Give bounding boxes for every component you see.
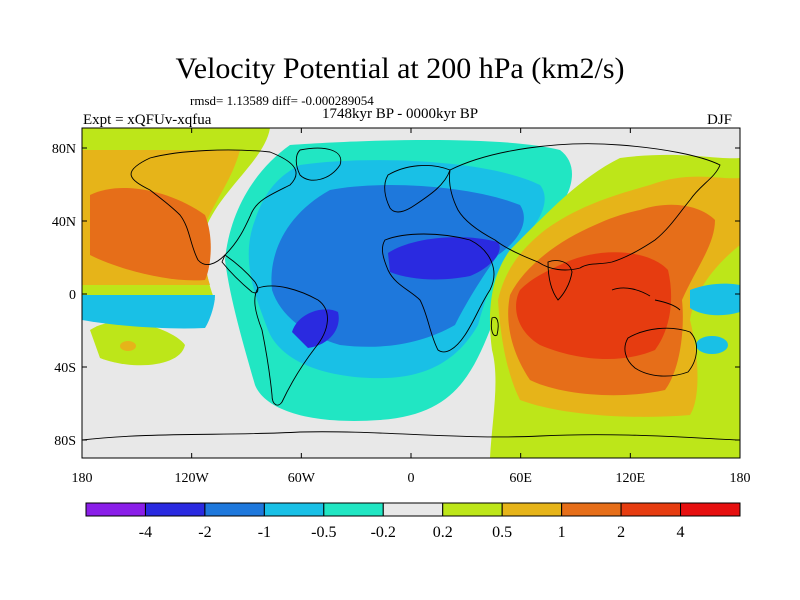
- colorbar-label: -1: [258, 524, 271, 541]
- colorbar-swatch: [561, 502, 622, 517]
- colorbar-swatch: [263, 502, 325, 517]
- colorbar-swatch: [620, 502, 682, 517]
- stats-text: rmsd= 1.13589 diff= -0.000289054: [190, 93, 374, 108]
- south-america-outline: [254, 285, 328, 406]
- india-outline: [547, 260, 573, 301]
- map-title: Velocity Potential at 200 hPa (km2/s): [175, 52, 625, 85]
- colorbar-label: -2: [198, 524, 211, 541]
- negative-core-africa: [388, 237, 500, 280]
- colorbar-label: 4: [677, 524, 685, 541]
- negative-band-west: [82, 295, 215, 329]
- positive-spot-sw: [120, 341, 136, 351]
- colorbar-swatch: [442, 502, 503, 517]
- y-tick-label: 0: [69, 288, 76, 303]
- africa-outline: [381, 233, 495, 353]
- colorbar-label: 0.5: [492, 524, 512, 541]
- colorbar-swatch: [382, 502, 444, 517]
- colorbar-swatch: [204, 502, 265, 517]
- colorbar-label: 1: [558, 524, 566, 541]
- coastlines: [82, 143, 740, 441]
- colorbar-swatch: [323, 502, 384, 517]
- contour-field: [82, 128, 740, 458]
- europe-outline: [384, 165, 451, 213]
- x-tick-label: 60W: [288, 471, 316, 486]
- north-america-outline: [130, 149, 297, 266]
- experiment-label: Expt = xQFUv-xqfua: [83, 112, 212, 128]
- colorbar-label: -0.2: [371, 524, 396, 541]
- colorbar-label: 2: [617, 524, 625, 541]
- colorbar-swatch: [144, 502, 206, 517]
- colorbar-swatch: [501, 502, 563, 517]
- y-tick-label: 40S: [54, 361, 76, 376]
- y-tick-label: 80N: [52, 142, 76, 157]
- x-tick-label: 180: [72, 471, 93, 486]
- colorbar-label: -4: [139, 524, 152, 541]
- x-tick-label: 180: [730, 471, 751, 486]
- central-america-outline: [221, 254, 259, 294]
- negative-band-east: [690, 283, 740, 316]
- madagascar-outline: [490, 316, 499, 337]
- positive-region-west-core: [90, 187, 211, 281]
- greenland-outline: [295, 147, 342, 181]
- colorbar-swatch: [680, 502, 741, 517]
- period-label: 1748kyr BP - 0000kyr BP: [322, 106, 479, 122]
- negative-spot-east: [696, 336, 728, 354]
- y-tick-label: 40N: [52, 215, 76, 230]
- colorbar-label: -0.5: [311, 524, 336, 541]
- x-tick-label: 120W: [175, 471, 210, 486]
- x-tick-label: 60E: [509, 471, 532, 486]
- y-tick-label: 80S: [54, 434, 76, 449]
- colorbar-swatch: [85, 502, 146, 517]
- longitude-axis: 180 120W 60W 0 60E 120E 180: [72, 128, 751, 486]
- colorbar-label: 0.2: [433, 524, 453, 541]
- positive-region-sw: [90, 321, 185, 366]
- antarctica-outline: [82, 431, 740, 441]
- x-tick-label: 0: [408, 471, 415, 486]
- x-tick-label: 120E: [616, 471, 646, 486]
- positive-core-indian-ocean: [516, 252, 672, 360]
- season-label: DJF: [707, 112, 733, 128]
- maritime-continent-outline: [611, 287, 681, 311]
- latitude-axis: 80N 40N 0 40S 80S: [52, 142, 740, 449]
- colorbar: -4 -2 -1 -0.5 -0.2 0.2 0.5 1 2 4: [85, 502, 741, 541]
- australia-outline: [624, 327, 697, 377]
- asia-outline: [449, 143, 721, 271]
